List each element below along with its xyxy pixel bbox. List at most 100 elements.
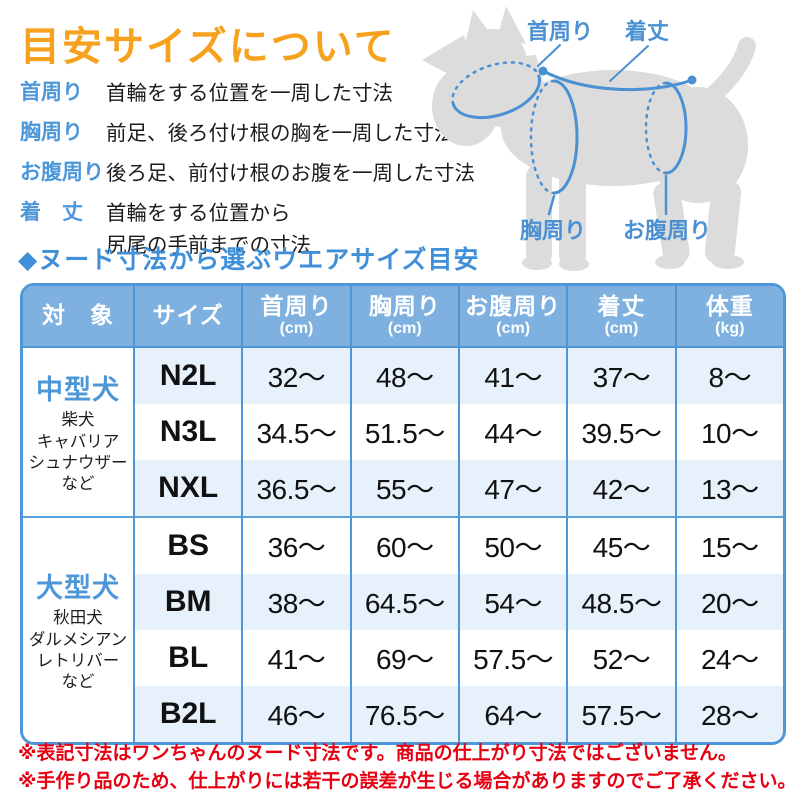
value-cell: 32〜 <box>241 348 350 404</box>
neck-measure-ellipse <box>451 61 541 120</box>
value-cell: 64.5〜 <box>349 574 458 630</box>
dog-chest-front <box>432 66 500 146</box>
back-length-measure-line <box>541 69 694 92</box>
diagram-belly-label: お腹周り <box>623 218 711 243</box>
value-cell: 60〜 <box>349 516 458 574</box>
value-cell: 10〜 <box>674 404 783 460</box>
value-cell: 15〜 <box>674 516 783 574</box>
value-cell: 47〜 <box>457 460 567 516</box>
size-cell: BL <box>133 630 242 686</box>
table-row: BM 38〜 64.5〜 54〜 48.5〜 20〜 <box>23 574 783 630</box>
value-cell: 51.5〜 <box>349 404 458 460</box>
definition-term: 首周り <box>20 81 83 104</box>
table-row: 中型犬 柴犬 キャバリア シュナウザー など N2L 32〜 48〜 41〜 3… <box>23 348 783 516</box>
table-row: N3L 34.5〜 51.5〜 44〜 39.5〜 10〜 <box>23 404 783 460</box>
breed-label: ダルメシアン <box>28 630 128 649</box>
value-cell: 52〜 <box>566 630 675 686</box>
size-cell: BS <box>133 516 242 574</box>
value-cell: 38〜 <box>241 574 350 630</box>
page-title: 目安サイズについて <box>20 25 396 69</box>
header-chest: 胸周り (cm) <box>349 286 458 348</box>
value-cell: 57.5〜 <box>457 630 567 686</box>
value-cell: 57.5〜 <box>566 686 675 742</box>
diagram-neck-label: 首周り <box>527 19 593 44</box>
definition-desc: 尻尾の手前までの寸法 <box>106 234 311 257</box>
chest-label-leader-line <box>547 194 556 216</box>
value-cell: 55〜 <box>349 460 458 516</box>
measure-start-dot <box>538 66 548 76</box>
definition-row: 首周り 首輪をする位置を一周した寸法 <box>20 76 440 106</box>
breed-label: 柴犬 <box>61 411 95 430</box>
header-weight: 体重 (kg) <box>674 286 783 348</box>
value-cell: 41〜 <box>457 348 567 404</box>
value-cell: 24〜 <box>674 630 783 686</box>
definition-row: 胸周り 前足、後ろ付け根の胸を一周した寸法 <box>20 116 455 146</box>
dog-hind-leg-far <box>653 181 690 264</box>
definition-desc: 首輪をする位置を一周した寸法 <box>106 82 393 105</box>
table-row: 大型犬 秋田犬 ダルメシアン レトリバー など BS 36〜 60〜 50〜 4… <box>23 516 783 742</box>
dog-hindquarter <box>648 87 748 203</box>
group-cell-large-dogs: 大型犬 秋田犬 ダルメシアン レトリバー など <box>23 516 133 742</box>
dog-paw <box>712 255 744 269</box>
value-cell: 13〜 <box>674 460 783 516</box>
diagram-chest-label: 胸周り <box>520 218 586 243</box>
size-cell: B2L <box>133 686 242 742</box>
breed-label: シュナウザー <box>28 454 128 472</box>
table-row: B2L 46〜 76.5〜 64〜 57.5〜 28〜 <box>23 686 783 742</box>
definition-desc: 前足、後ろ付け根の胸を一周した寸法 <box>106 122 455 145</box>
dog-front-leg-2 <box>559 160 586 266</box>
dog-hind-leg-near <box>704 179 742 265</box>
size-cell: N2L <box>133 348 242 404</box>
table-row: NXL 36.5〜 55〜 47〜 42〜 13〜 <box>23 460 783 516</box>
chest-measure-ellipse <box>529 79 579 195</box>
size-table: 対 象 サイズ 首周り (cm) 胸周り (cm) お腹周り (cm) 着丈 (cm) … <box>20 283 786 745</box>
value-cell: 46〜 <box>241 686 350 742</box>
footnote-line: ※手作り品のため、仕上がりには若干の誤差が生じる場合がありますのでご了承ください… <box>18 770 797 792</box>
definition-desc: 首輪をする位置から <box>106 202 291 225</box>
value-cell: 36.5〜 <box>241 460 350 516</box>
table-header-row: 対 象 サイズ 首周り (cm) 胸周り (cm) お腹周り (cm) 着丈 (cm) … <box>23 286 783 348</box>
definition-desc: 後ろ足、前付け根のお腹を一周した寸法 <box>106 162 475 185</box>
value-cell: 54〜 <box>457 574 567 630</box>
value-cell: 69〜 <box>349 630 458 686</box>
dog-front-leg <box>526 165 552 265</box>
dog-paw <box>655 255 685 269</box>
definition-term: 胸周り <box>20 121 83 144</box>
breed-label: レトリバー <box>36 652 120 670</box>
header-size: サイズ <box>133 286 242 348</box>
breed-label: 秋田犬 <box>53 609 103 628</box>
value-cell: 48〜 <box>349 348 458 404</box>
size-cell: NXL <box>133 460 242 516</box>
measurement-definitions: 首周り 首輪をする位置を一周した寸法 胸周り 前足、後ろ付け根の胸を一周した寸法… <box>20 76 475 268</box>
size-cell: BM <box>133 574 242 630</box>
value-cell: 42〜 <box>566 460 675 516</box>
section-title: ◆ヌード寸法から選ぶウエアサイズ目安 <box>18 246 480 274</box>
breed-label: など <box>61 673 95 692</box>
definition-term: 着 丈 <box>20 201 83 224</box>
value-cell: 44〜 <box>457 404 567 460</box>
breed-label: など <box>61 475 95 494</box>
dog-tail <box>704 37 756 104</box>
measure-end-dot <box>687 75 697 85</box>
value-cell: 8〜 <box>674 348 783 404</box>
value-cell: 20〜 <box>674 574 783 630</box>
footnote-line: ※表記寸法はワンちゃんのヌード寸法です。商品の仕上がり寸法ではございません。 <box>18 743 738 764</box>
header-target: 対 象 <box>23 286 133 348</box>
diagram-length-label: 着丈 <box>624 19 669 44</box>
value-cell: 34.5〜 <box>241 404 350 460</box>
definition-row: お腹周り 後ろ足、前付け根のお腹を一周した寸法 <box>20 156 475 186</box>
value-cell: 28〜 <box>674 686 783 742</box>
header-belly: お腹周り (cm) <box>457 286 567 348</box>
size-cell: N3L <box>133 404 242 460</box>
dog-paw <box>522 256 552 270</box>
dog-paw <box>559 257 589 271</box>
definition-row: 着 丈 首輪をする位置から <box>20 196 440 226</box>
definition-row: 尻尾の手前までの寸法 <box>20 228 440 258</box>
value-cell: 50〜 <box>457 516 567 574</box>
value-cell: 76.5〜 <box>349 686 458 742</box>
value-cell: 41〜 <box>241 630 350 686</box>
table-row: BL 41〜 69〜 57.5〜 52〜 24〜 <box>23 630 783 686</box>
value-cell: 45〜 <box>566 516 675 574</box>
dog-measurement-diagram: 首周り 着丈 胸周り お腹周り <box>408 0 800 278</box>
